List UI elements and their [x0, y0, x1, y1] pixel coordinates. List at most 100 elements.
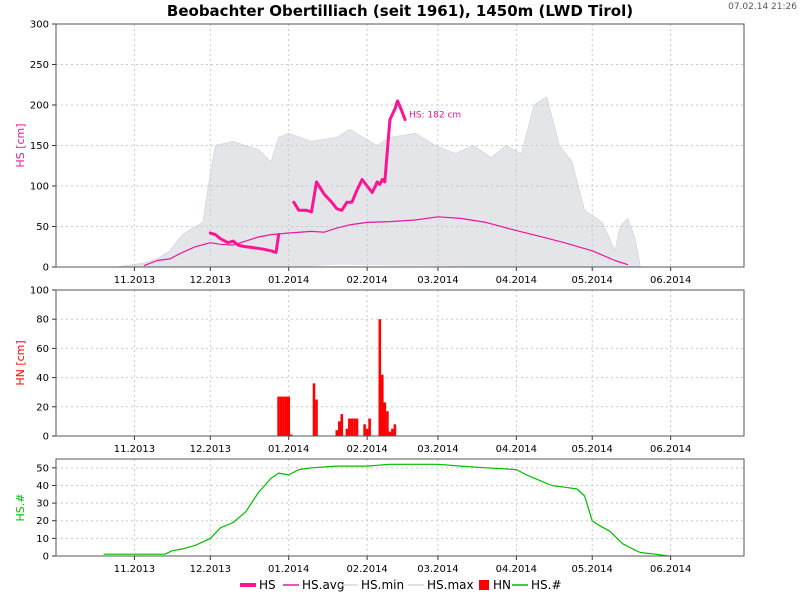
y-axis-label: HS [cm] [14, 123, 27, 167]
legend-label: HS.min [361, 578, 404, 592]
plot-frame [55, 23, 745, 268]
timestamp: 07.02.14 21:26 [728, 2, 797, 12]
hn-bar [378, 319, 382, 436]
hs-point [323, 193, 325, 195]
x-tick-label: 01.2014 [268, 564, 309, 575]
y-tick-label: 0 [43, 552, 49, 563]
legend-hs: HS [240, 578, 276, 592]
y-tick-label: 20 [36, 516, 49, 527]
hs-point [237, 244, 239, 246]
x-tick-label: 02.2014 [346, 275, 387, 286]
x-tick-label: 04.2014 [496, 275, 537, 286]
hs-point [336, 208, 338, 210]
y-axis-label: HN [cm] [14, 340, 27, 385]
hs-point [232, 240, 234, 242]
x-tick-label: 04.2014 [496, 564, 537, 575]
y-tick-label: 150 [30, 141, 49, 152]
legend-label: HN [493, 578, 511, 592]
plot-frame [55, 289, 745, 437]
hn-bar [287, 396, 290, 436]
legend-hs-min: HS.min [342, 578, 404, 592]
x-tick-label: 06.2014 [650, 444, 691, 455]
x-tick-label: 12.2013 [190, 275, 231, 286]
chart-title: Beobachter Obertilliach (seit 1961), 145… [167, 2, 633, 20]
x-tick-label: 12.2013 [190, 564, 231, 575]
x-tick-label: 05.2014 [572, 275, 613, 286]
hn-bar [315, 399, 318, 436]
y-tick-label: 200 [30, 101, 49, 112]
panel-2: 11.2013 12.2013 01.2014 02.2014 03.2014 04.20… [14, 286, 745, 455]
x-tick-label: 05.2014 [572, 444, 613, 455]
x-tick-label: 01.2014 [268, 275, 309, 286]
hs-point [346, 201, 348, 203]
hs-point [252, 247, 254, 249]
x-tick-label: 11.2013 [114, 564, 155, 575]
hn-bar [368, 418, 371, 436]
hs-point [214, 234, 216, 236]
x-tick-label: 03.2014 [417, 444, 458, 455]
legend-hs-max: HS.max [408, 578, 474, 592]
hn-bar [335, 430, 339, 436]
hn-bar [381, 374, 384, 436]
y-axis-label: HS.# [14, 494, 27, 522]
hs-point [270, 250, 272, 252]
hn-bar [284, 396, 288, 436]
y-tick-label: 30 [36, 499, 49, 510]
y-tick-label: 300 [30, 20, 49, 31]
y-tick-label: 100 [30, 182, 49, 193]
hn-bar [348, 418, 351, 436]
y-tick-label: 50 [36, 222, 49, 233]
hs-point [374, 187, 376, 189]
x-tick-label: 06.2014 [650, 564, 691, 575]
hs-point [331, 201, 333, 203]
y-tick-label: 100 [30, 286, 49, 297]
x-tick-label: 11.2013 [114, 444, 155, 455]
hs-point [341, 209, 343, 211]
hs-count-line [103, 463, 672, 557]
x-tick-label: 02.2014 [346, 564, 387, 575]
hs-point [305, 209, 307, 211]
x-tick-label: 03.2014 [417, 564, 458, 575]
legend-label: HS.# [531, 578, 562, 592]
y-tick-label: 60 [36, 344, 49, 355]
chart-panels: 11.2013 12.2013 01.2014 02.2014 03.2014 04.20… [14, 20, 745, 575]
plot-area [56, 459, 744, 556]
hs-point [404, 119, 406, 121]
y-tick-label: 20 [36, 402, 49, 413]
hs-point [278, 234, 280, 236]
hs-point [396, 100, 399, 102]
hs-point [389, 119, 391, 121]
hs-point [245, 246, 247, 248]
hs-point [361, 178, 363, 181]
y-tick-label: 250 [30, 60, 49, 71]
y-tick-label: 40 [36, 373, 49, 384]
hn-bar [279, 396, 283, 436]
hs-point [366, 185, 368, 187]
hn-bar [388, 431, 392, 436]
legend-label: HS.avg [302, 578, 345, 592]
x-tick-label: 01.2014 [268, 444, 309, 455]
hn-bar [386, 411, 389, 436]
hn-bar [353, 418, 356, 436]
hn-bar [338, 421, 341, 436]
x-tick-label: 04.2014 [496, 444, 537, 455]
hs-point [371, 191, 373, 194]
hs-point [381, 178, 383, 181]
hn-bar [365, 428, 369, 436]
x-tick-label: 12.2013 [190, 444, 231, 455]
legend-swatch [479, 580, 489, 590]
hn-bar [393, 424, 397, 436]
x-tick-label: 02.2014 [346, 444, 387, 455]
x-tick-label: 05.2014 [572, 564, 613, 575]
plot-frame [55, 458, 745, 557]
legend-hs-avg: HS.avg [283, 578, 345, 592]
x-tick-label: 11.2013 [114, 275, 155, 286]
hs-point [379, 183, 381, 185]
hn-bar [345, 428, 349, 436]
hn-bar [363, 424, 366, 436]
hs-point [219, 238, 221, 240]
hs-point [310, 211, 313, 213]
x-tick-label: 06.2014 [650, 275, 691, 286]
hs-point [298, 209, 300, 211]
